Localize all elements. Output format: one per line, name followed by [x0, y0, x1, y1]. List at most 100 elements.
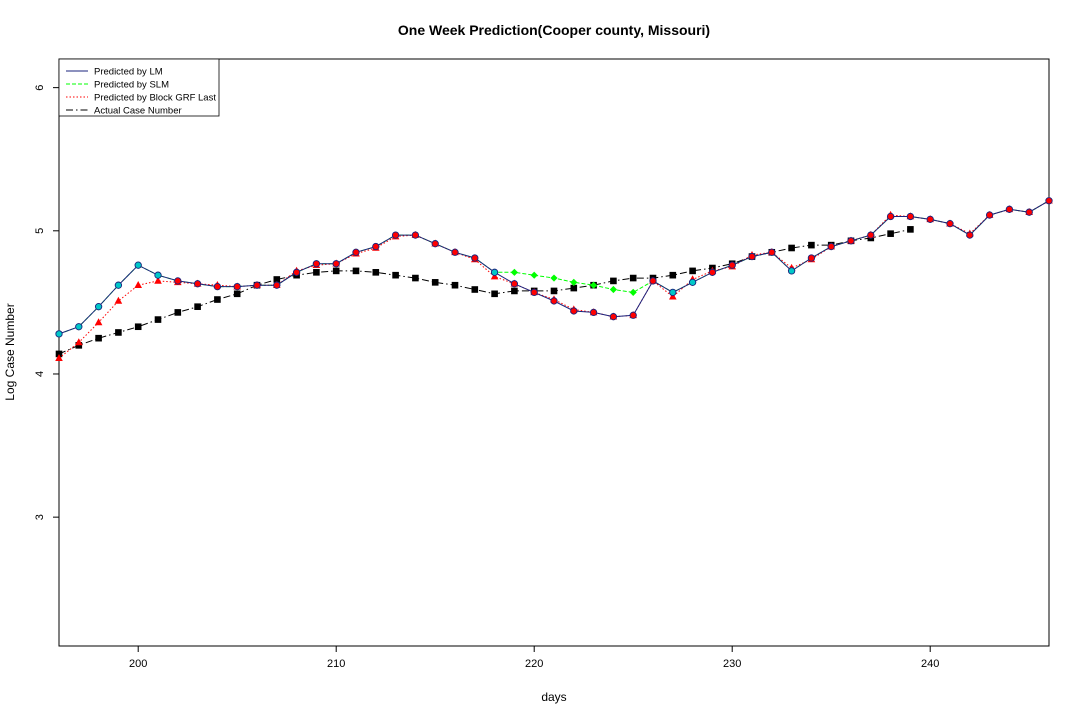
actual-point	[134, 323, 142, 331]
lm-point	[530, 288, 538, 297]
lm-point	[609, 313, 618, 321]
y-tick-label: 4	[34, 371, 46, 377]
actual-point	[629, 274, 637, 282]
actual-point	[491, 290, 498, 298]
lm-point	[966, 231, 974, 239]
actual-point	[214, 296, 221, 303]
lm-point	[807, 254, 816, 262]
lm-point	[352, 248, 360, 256]
actual-point	[669, 271, 677, 279]
actual-point	[273, 276, 281, 283]
lm-point	[55, 330, 63, 338]
actual-point	[550, 287, 558, 295]
lm-point	[233, 282, 241, 291]
actual-point	[689, 267, 696, 275]
lm-point	[391, 231, 400, 239]
slm-point	[590, 281, 598, 289]
actual-point	[313, 269, 320, 276]
lm-point	[471, 254, 479, 262]
actual-point	[412, 274, 419, 282]
legend-label-grf: Predicted by Block GRF Last	[94, 93, 216, 104]
actual-point	[451, 281, 459, 289]
lm-point	[728, 261, 736, 269]
x-tick-label: 240	[921, 658, 939, 670]
actual-point	[154, 316, 162, 323]
actual-point	[352, 267, 360, 275]
x-axis-label: days	[541, 690, 566, 704]
lm-point	[787, 267, 796, 275]
lm-point	[985, 211, 994, 219]
lm-point	[75, 323, 83, 331]
lm-point	[312, 260, 321, 268]
y-tick-label: 6	[34, 85, 46, 91]
lm-point	[94, 303, 103, 311]
lm-point	[886, 212, 895, 221]
lm-point	[649, 277, 657, 285]
actual-point	[392, 271, 399, 279]
lm-point	[867, 231, 875, 239]
slm-point	[609, 285, 617, 294]
lm-point	[827, 242, 835, 251]
grf-point	[134, 281, 142, 289]
actual-point	[174, 309, 182, 316]
actual-point	[55, 350, 63, 358]
grf-point	[55, 354, 63, 362]
grf-point	[75, 338, 83, 346]
slm-point	[629, 288, 637, 296]
lm-point	[669, 288, 677, 297]
lm-point	[510, 280, 519, 288]
chart-title: One Week Prediction(Cooper county, Misso…	[398, 22, 710, 38]
lm-point	[708, 268, 717, 276]
legend: Predicted by LM Predicted by SLM Predicted…	[58, 58, 220, 117]
lm-point	[213, 282, 222, 291]
slm-point	[550, 274, 558, 282]
lm-point	[451, 248, 459, 256]
grf-point	[94, 318, 103, 326]
legend-label-actual: Actual Case Number	[94, 106, 182, 117]
lm-point	[292, 268, 301, 276]
actual-point	[372, 269, 380, 276]
actual-point	[431, 279, 439, 286]
legend-label-lm: Predicted by LM	[94, 67, 163, 78]
x-axis: 200 210 220 230 240	[129, 646, 939, 670]
actual-point	[610, 277, 617, 285]
lm-point	[411, 231, 420, 239]
lm-point	[946, 219, 954, 228]
legend-label-slm: Predicted by SLM	[94, 80, 169, 91]
lm-point	[1005, 205, 1014, 213]
lm-point	[847, 237, 855, 245]
lm-point	[332, 260, 340, 268]
actual-point	[332, 267, 340, 275]
lm-point	[550, 297, 558, 305]
lm-point	[431, 240, 439, 248]
actual-point	[788, 244, 795, 252]
x-tick-label: 220	[525, 658, 543, 670]
lm-point	[193, 280, 202, 288]
lm-point	[629, 311, 637, 319]
y-axis-label: Log Case Number	[3, 303, 17, 400]
lm-point	[906, 212, 915, 221]
grf-point	[154, 276, 162, 284]
lm-point	[748, 252, 756, 261]
x-tick-label: 210	[327, 658, 345, 670]
lm-point	[1025, 208, 1033, 216]
lm-point	[174, 277, 182, 285]
lm-point	[768, 248, 776, 256]
lm-point	[926, 215, 934, 224]
y-tick-label: 5	[34, 228, 46, 234]
actual-point	[808, 241, 815, 249]
series-layer	[55, 196, 1053, 362]
grf-point	[114, 296, 123, 304]
y-axis: 3 4 5 6	[34, 85, 59, 520]
slm-point	[530, 271, 538, 279]
actual-point	[471, 286, 479, 293]
y-tick-label: 3	[34, 514, 46, 520]
lm-point	[1045, 197, 1053, 205]
lm-point	[134, 261, 142, 269]
x-tick-label: 230	[723, 658, 741, 670]
lm-point	[372, 242, 380, 251]
slm-point	[510, 268, 518, 276]
actual-point	[95, 334, 102, 342]
